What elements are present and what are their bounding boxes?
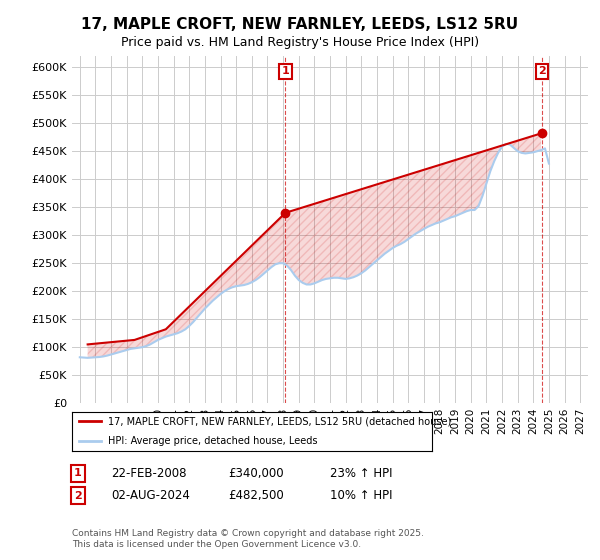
Text: 23% ↑ HPI: 23% ↑ HPI [330,466,392,480]
Text: 10% ↑ HPI: 10% ↑ HPI [330,489,392,502]
Text: 1: 1 [74,468,82,478]
Text: £340,000: £340,000 [228,466,284,480]
Text: 1: 1 [281,67,289,76]
Text: 22-FEB-2008: 22-FEB-2008 [111,466,187,480]
Text: 02-AUG-2024: 02-AUG-2024 [111,489,190,502]
Text: 17, MAPLE CROFT, NEW FARNLEY, LEEDS, LS12 5RU (detached house): 17, MAPLE CROFT, NEW FARNLEY, LEEDS, LS1… [108,417,451,426]
Text: 2: 2 [538,67,546,76]
Text: HPI: Average price, detached house, Leeds: HPI: Average price, detached house, Leed… [108,436,317,446]
Text: £482,500: £482,500 [228,489,284,502]
Text: Contains HM Land Registry data © Crown copyright and database right 2025.
This d: Contains HM Land Registry data © Crown c… [72,529,424,549]
Text: 17, MAPLE CROFT, NEW FARNLEY, LEEDS, LS12 5RU: 17, MAPLE CROFT, NEW FARNLEY, LEEDS, LS1… [82,17,518,32]
Text: 2: 2 [74,491,82,501]
Text: Price paid vs. HM Land Registry's House Price Index (HPI): Price paid vs. HM Land Registry's House … [121,36,479,49]
